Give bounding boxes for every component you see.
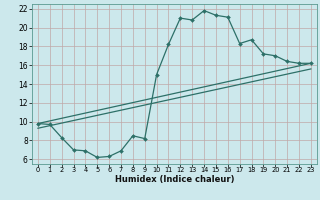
X-axis label: Humidex (Indice chaleur): Humidex (Indice chaleur) [115,175,234,184]
